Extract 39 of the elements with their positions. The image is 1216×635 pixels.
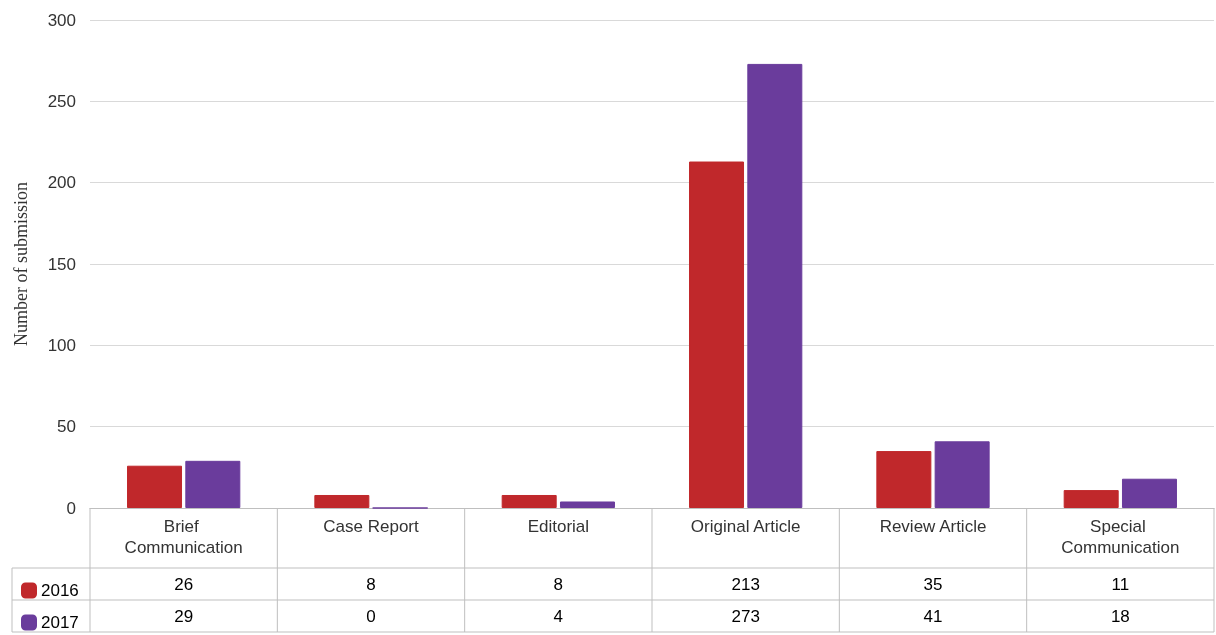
data-label: 26: [174, 574, 194, 594]
y-tick-label: 0: [66, 498, 76, 518]
x-tick-label: Editorial: [527, 517, 590, 536]
data-label: 41: [923, 606, 943, 626]
y-tick-label: 150: [47, 254, 76, 274]
bar: [501, 494, 557, 508]
legend-label: 2017: [41, 613, 79, 632]
x-tick-label: Original Article: [690, 517, 801, 536]
data-label: 8: [366, 574, 376, 594]
bar: [1063, 490, 1119, 508]
y-tick-label: 300: [47, 10, 76, 30]
data-label: 8: [553, 574, 564, 594]
data-label: 35: [923, 574, 943, 594]
data-label: 11: [1111, 574, 1130, 594]
x-tick-label: Case Report: [323, 517, 419, 536]
y-tick-label: 50: [57, 417, 76, 437]
bar: [127, 465, 183, 508]
bar: [689, 161, 745, 508]
bar: [314, 494, 370, 508]
bar: [934, 441, 990, 508]
x-tick-label: Special Communication: [1061, 517, 1180, 557]
y-tick-label: 250: [47, 91, 76, 111]
data-label: 18: [1110, 606, 1130, 626]
bar: [559, 501, 615, 508]
bar: [747, 63, 803, 508]
bar: [1121, 478, 1177, 508]
data-label: 0: [366, 606, 376, 626]
data-label: 4: [553, 606, 564, 626]
y-tick-label: 100: [47, 335, 76, 355]
y-axis-title: Number of submission: [11, 182, 31, 346]
x-tick-label: Brief Communication: [124, 517, 243, 557]
x-tick-label: Review Article: [879, 517, 987, 536]
data-label: 213: [731, 574, 760, 594]
bar: [185, 460, 241, 508]
y-tick-label: 200: [47, 173, 76, 193]
legend-label: 2016: [41, 581, 79, 600]
data-label: 29: [174, 606, 194, 626]
bar: [876, 451, 932, 508]
data-label: 273: [731, 606, 760, 626]
